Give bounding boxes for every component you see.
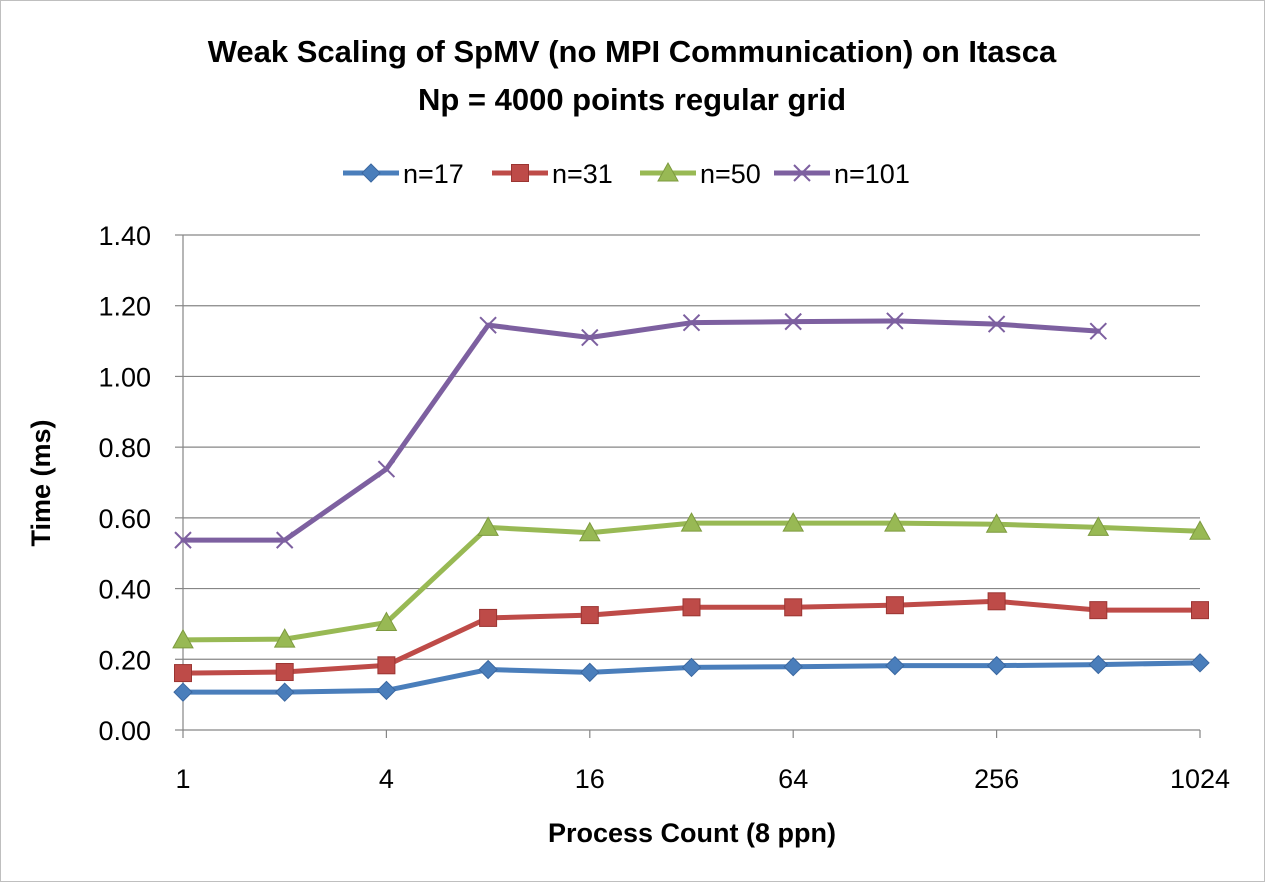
point-marker (986, 655, 1007, 676)
y-tick-label: 1.40 (98, 221, 151, 251)
y-tick-label: 0.60 (98, 504, 151, 534)
point-marker (376, 680, 397, 701)
x-tick-label: 1 (175, 764, 190, 794)
point-marker (1089, 601, 1108, 620)
legend-item: n=101 (774, 159, 910, 189)
y-axis-title: Time (ms) (26, 419, 56, 546)
point-marker (478, 659, 498, 680)
y-tick-label: 1.20 (98, 292, 151, 322)
point-marker (275, 663, 294, 682)
point-marker (784, 312, 802, 331)
point-marker (174, 664, 192, 683)
point-marker (885, 596, 904, 615)
y-tick-label: 0.80 (98, 433, 151, 463)
y-tick-label: 0.00 (98, 716, 151, 746)
legend-label: n=101 (834, 159, 910, 189)
point-marker (173, 682, 193, 702)
y-tick-label: 1.00 (98, 362, 151, 392)
series-n-31 (174, 592, 1209, 683)
x-tick-label: 256 (974, 764, 1019, 794)
point-marker (657, 161, 679, 182)
legend-label: n=50 (700, 159, 761, 189)
y-tick-label: 0.40 (98, 575, 151, 605)
x-tick-label: 64 (778, 764, 808, 794)
point-marker (377, 656, 396, 675)
point-marker (477, 516, 499, 536)
point-marker (580, 606, 599, 625)
series-line (180, 520, 1203, 643)
point-marker (511, 164, 529, 182)
point-marker (681, 657, 702, 678)
point-marker (581, 328, 599, 347)
point-marker (782, 512, 805, 532)
point-marker (793, 164, 811, 182)
point-marker (885, 655, 905, 676)
point-marker (884, 512, 906, 532)
point-marker (886, 312, 904, 330)
point-marker (1088, 654, 1109, 675)
series-line (180, 318, 1101, 543)
point-marker (1190, 653, 1210, 673)
point-marker (985, 513, 1008, 533)
point-marker (1191, 601, 1209, 620)
point-marker (273, 628, 296, 648)
point-marker (274, 682, 295, 702)
x-axis-ticks: 1 4 16 64 256 1024 (175, 730, 1230, 794)
series-layer (172, 312, 1211, 702)
y-axis-ticks: 0.00 0.20 0.40 0.60 0.80 1.00 1.20 1.40 (98, 221, 183, 746)
legend: n=17 n=31 n=50 n=101 (343, 159, 910, 189)
series-n-17 (173, 653, 1210, 702)
point-marker (377, 460, 396, 478)
point-marker (174, 531, 192, 549)
gridlines (183, 234, 1200, 660)
point-marker (479, 608, 498, 627)
legend-label: n=31 (552, 159, 613, 189)
legend-item: n=31 (492, 159, 613, 189)
legend-item: n=50 (640, 159, 761, 189)
x-tick-label: 16 (575, 764, 605, 794)
chart-subtitle: Np = 4000 points regular grid (418, 82, 846, 117)
point-marker (580, 662, 600, 683)
chart-title: Weak Scaling of SpMV (no MPI Communicati… (208, 34, 1057, 69)
point-marker (275, 531, 294, 549)
x-tick-label: 1024 (1170, 764, 1230, 794)
point-marker (361, 163, 381, 183)
point-marker (1189, 520, 1211, 540)
axes (182, 235, 1200, 731)
x-tick-label: 4 (379, 764, 394, 794)
point-marker (987, 592, 1006, 611)
legend-item: n=17 (343, 159, 464, 189)
point-marker (682, 313, 701, 332)
point-marker (1087, 516, 1110, 536)
y-tick-label: 0.20 (98, 645, 151, 675)
point-marker (784, 598, 803, 617)
point-marker (783, 657, 803, 677)
point-marker (682, 598, 701, 617)
point-marker (479, 316, 497, 334)
point-marker (1089, 322, 1108, 340)
point-marker (578, 521, 601, 542)
point-marker (680, 512, 703, 532)
series-n-50 (172, 512, 1211, 649)
point-marker (172, 628, 194, 649)
x-axis-title: Process Count (8 ppn) (548, 818, 836, 848)
series-n-101 (174, 312, 1108, 549)
legend-label: n=17 (403, 159, 464, 189)
point-marker (375, 611, 398, 632)
point-marker (987, 315, 1006, 333)
